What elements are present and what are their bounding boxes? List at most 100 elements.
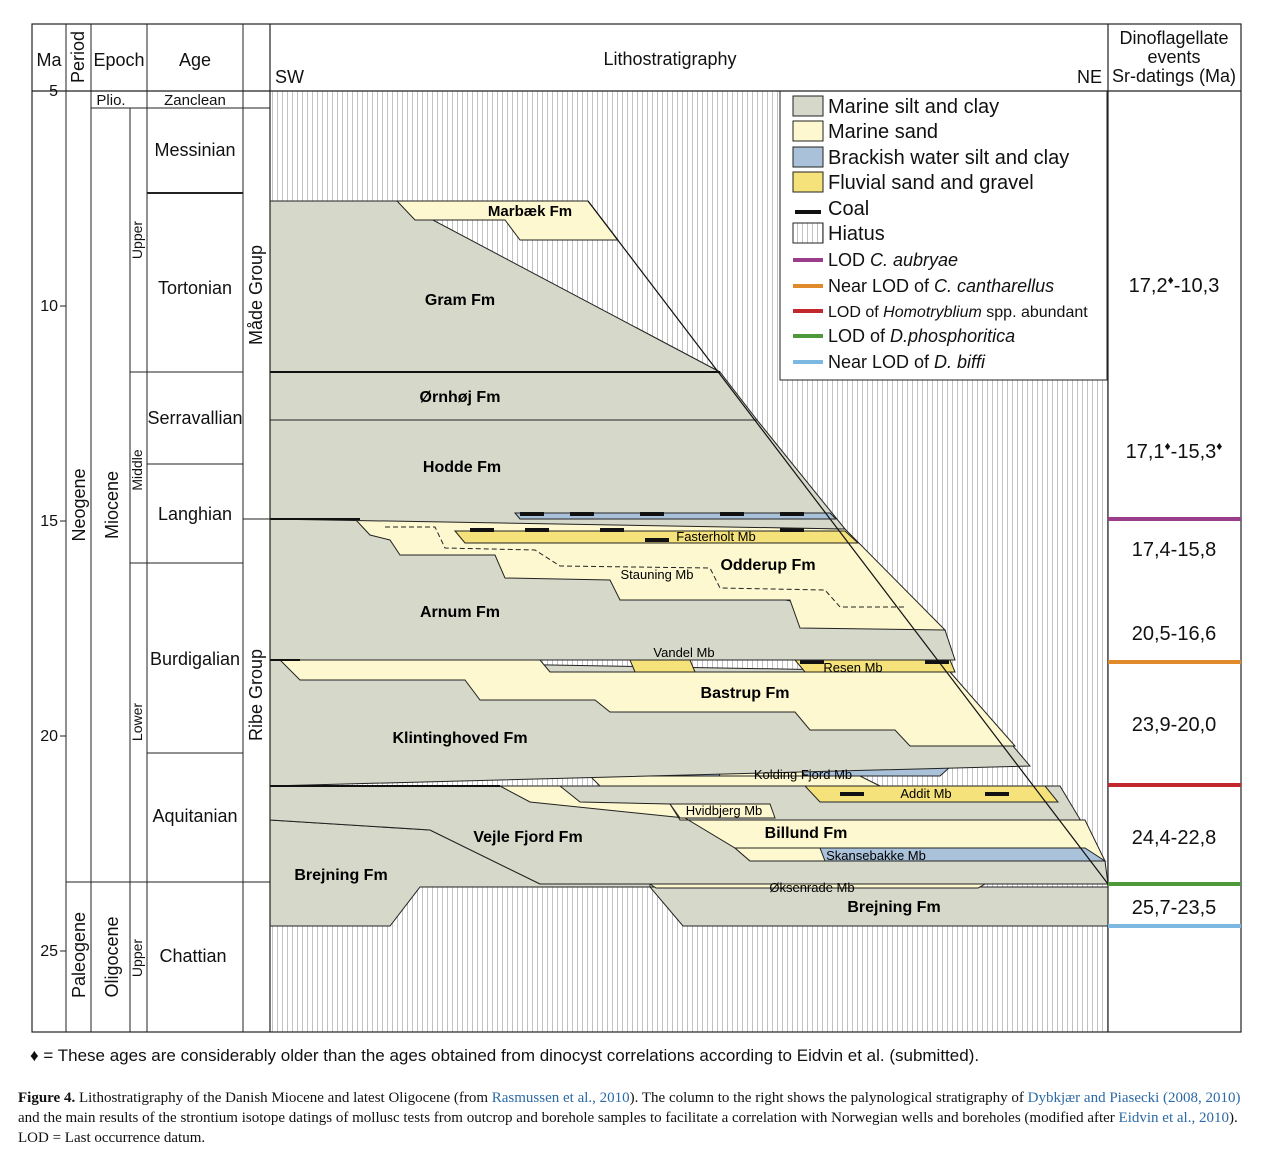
ma-tick-label: 5	[49, 83, 58, 100]
ma-tick-label: 25	[40, 943, 58, 960]
stauning-mb-boundary	[385, 526, 905, 608]
legend-swatch	[795, 210, 821, 214]
dino-header: events	[1147, 47, 1200, 67]
coal-seam	[840, 792, 864, 796]
legend-item: Marine silt and clay	[792, 95, 999, 118]
caption-reference-link[interactable]: Eidvin et al., 2010	[1118, 1110, 1229, 1126]
group-made: Måde Group	[246, 245, 266, 345]
ma-header: Ma	[36, 50, 62, 70]
legend-swatch	[792, 95, 824, 117]
legend-swatch	[792, 171, 824, 193]
period-paleogene: Paleogene	[69, 912, 89, 998]
legend-item: Coal	[795, 198, 869, 220]
legend-label: LOD of Homotryblium spp. abundant	[828, 304, 1088, 321]
addit-mb-unit	[803, 785, 1060, 803]
ma-tick-label: 20	[40, 728, 58, 745]
legend-label: Hiatus	[828, 223, 885, 245]
fasterholt-mb-unit	[453, 530, 860, 544]
age-serravallian: Serravallian	[147, 408, 242, 428]
billund-fm-unit	[499, 785, 1106, 862]
dino-sr-value: 23,9-20,0	[1132, 714, 1217, 736]
age-aquitanian: Aquitanian	[152, 806, 237, 826]
dino-sr-value: 17,4-15,8	[1132, 539, 1217, 561]
epoch-oligocene: Oligocene	[102, 916, 122, 997]
coal-seam	[645, 538, 669, 542]
coal-seam	[925, 660, 949, 664]
ne-label: NE	[1077, 67, 1102, 87]
legend-item: Brackish water silt and clay	[792, 146, 1069, 169]
legend-swatch	[793, 360, 823, 364]
member-label: Resen Mb	[823, 660, 882, 675]
footnote: ♦ = These ages are considerably older th…	[30, 1046, 980, 1065]
dino-sr-value: 24,4-22,8	[1132, 827, 1217, 849]
coal-seam	[570, 512, 594, 516]
legend-label: Coal	[828, 198, 869, 220]
hvidbjerg-mb-unit	[669, 803, 776, 819]
coal-seam	[525, 528, 549, 532]
vandel-mb-fluvial	[629, 659, 696, 673]
coal-seam	[470, 528, 494, 532]
legend-swatch	[793, 284, 823, 288]
member-label: Skansebakke Mb	[826, 848, 926, 863]
litho-header: Lithostratigraphy	[603, 49, 736, 69]
lithostratigraphy-figure: Marbæk Fm Gram Fm Ørnhøj Fm Hodde Fm Fas…	[31, 23, 1242, 1033]
lithostratigraphy-panel	[269, 200, 1109, 927]
legend-swatch	[792, 222, 824, 244]
coal-seam	[600, 528, 624, 532]
dino-header: Sr-datings (Ma)	[1112, 66, 1236, 86]
legend-label: Near LOD of D. biffi	[828, 352, 986, 372]
coal-seam	[800, 660, 824, 664]
legend-item: Near LOD of C. cantharellus	[793, 276, 1054, 296]
ornhoj-fm-unit	[269, 371, 759, 421]
member-label: Kolding Fjord Mb	[754, 767, 852, 782]
subepoch-oligo-upper: Upper	[129, 939, 145, 977]
age-tortonian: Tortonian	[158, 278, 232, 298]
formation-label: Billund Fm	[765, 825, 848, 842]
legend-label: Brackish water silt and clay	[828, 147, 1069, 169]
odderup-fm-unit	[353, 518, 947, 631]
dino-header: Dinoflagellate	[1119, 28, 1228, 48]
caption-text: ). The column to the right shows the pal…	[629, 1090, 1028, 1106]
legend-label: LOD of D.phosphoritica	[828, 326, 1015, 346]
ma-tick-label: 15	[40, 513, 58, 530]
legend-label: LOD C. aubryae	[828, 250, 958, 270]
member-label: Fasterholt Mb	[676, 529, 755, 544]
legend-label: Near LOD of C. cantharellus	[828, 276, 1054, 296]
formation-label: Arnum Fm	[420, 604, 500, 621]
formation-label: Vejle Fjord Fm	[473, 829, 582, 846]
subepoch-upper: Upper	[129, 221, 145, 259]
formation-label: Brejning Fm	[847, 899, 940, 916]
age-burdigalian: Burdigalian	[150, 649, 240, 669]
legend-item: Marine sand	[792, 120, 938, 143]
formation-label: Klintinghoved Fm	[392, 730, 527, 747]
figure-caption: Figure 4. Lithostratigraphy of the Danis…	[18, 1088, 1258, 1148]
caption-reference-link[interactable]: Dybkjær and Piasecki (2008, 2010)	[1027, 1090, 1241, 1106]
legend-label: Marine sand	[828, 121, 938, 143]
formation-label: Ørnhøj Fm	[420, 389, 501, 406]
member-label: Hvidbjerg Mb	[686, 803, 763, 818]
dino-sr-value: 17,2♦-10,3	[1129, 273, 1220, 297]
legend-label: Fluvial sand and gravel	[828, 172, 1034, 194]
stratigraphic-columns	[31, 23, 1242, 1033]
skansebakke-mb-sand	[733, 847, 826, 862]
age-zanclean: Zanclean	[164, 92, 226, 109]
legend-swatch	[793, 258, 823, 262]
legend-item: LOD C. aubryae	[793, 250, 958, 270]
legend-swatch	[793, 334, 823, 338]
period-neogene: Neogene	[69, 468, 89, 541]
age-chattian: Chattian	[159, 946, 226, 966]
caption-label: Figure 4.	[18, 1090, 76, 1106]
caption-reference-link[interactable]: Rasmussen et al., 2010	[491, 1090, 630, 1106]
legend-item: LOD of D.phosphoritica	[793, 326, 1015, 346]
epoch-miocene: Miocene	[102, 471, 122, 539]
legend-swatch	[793, 309, 823, 313]
coal-seam	[985, 792, 1009, 796]
legend-swatch	[792, 146, 824, 168]
age-header: Age	[179, 50, 211, 70]
member-label: Vandel Mb	[653, 645, 714, 660]
coal-seam	[780, 512, 804, 516]
formation-label: Hodde Fm	[423, 459, 501, 476]
member-label: Øksenrade Mb	[769, 880, 854, 895]
legend-swatch	[792, 120, 824, 142]
age-messinian: Messinian	[154, 140, 235, 160]
